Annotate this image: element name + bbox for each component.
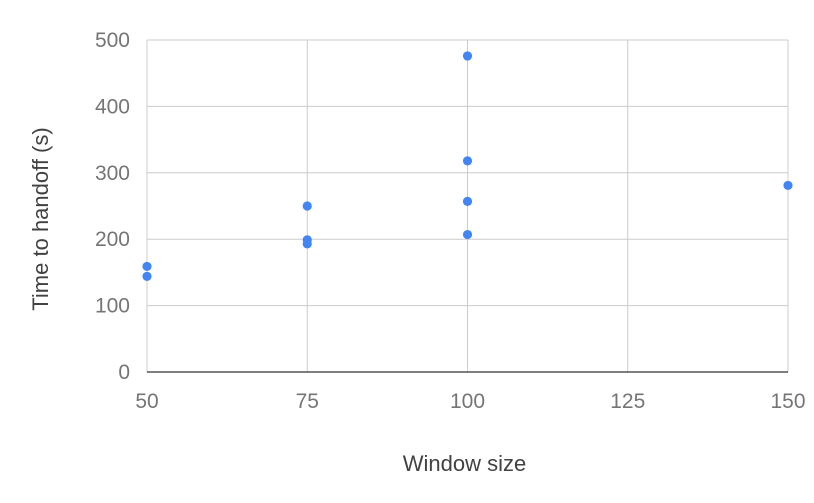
data-point — [302, 201, 312, 211]
y-tick-labels: 0 100 200 300 400 500 — [95, 29, 130, 384]
data-point — [462, 229, 473, 240]
x-gridlines — [146, 40, 789, 372]
data-point — [462, 51, 473, 61]
data-point — [302, 239, 312, 249]
y-tick-label: 200 — [95, 228, 130, 251]
data-points — [142, 51, 793, 281]
x-tick-label: 100 — [450, 390, 485, 413]
data-point — [142, 261, 152, 272]
x-tick-label: 150 — [770, 390, 805, 413]
y-tick-label: 400 — [95, 95, 130, 118]
data-point — [462, 156, 473, 166]
x-tick-label: 75 — [296, 390, 319, 413]
y-tick-label: 500 — [95, 29, 130, 52]
y-tick-label: 300 — [95, 162, 130, 185]
y-gridlines — [147, 39, 788, 307]
x-tick-labels: 50 75 100 125 150 — [135, 390, 805, 413]
data-point — [142, 271, 152, 281]
y-tick-label: 0 — [118, 361, 130, 384]
y-axis-title: Time to handoff (s) — [28, 127, 53, 310]
x-tick-label: 125 — [610, 390, 645, 413]
x-axis-title: Window size — [403, 451, 526, 476]
data-point — [783, 180, 793, 191]
x-tick-label: 50 — [135, 390, 158, 413]
y-tick-label: 100 — [95, 295, 130, 318]
data-point — [462, 196, 473, 206]
